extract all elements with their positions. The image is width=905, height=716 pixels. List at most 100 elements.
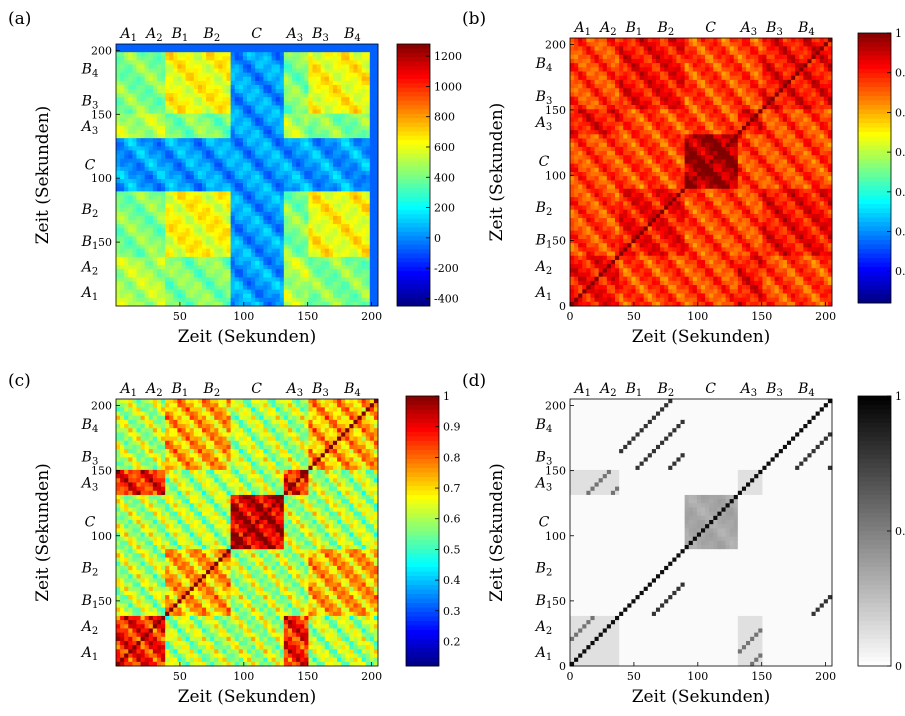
heatmap-cell bbox=[128, 105, 133, 110]
heatmap-cell bbox=[324, 170, 330, 176]
heatmap-cell bbox=[582, 67, 587, 72]
heatmap-cell bbox=[206, 183, 211, 188]
heatmap-cell bbox=[361, 256, 367, 262]
heatmap-cell bbox=[169, 252, 174, 258]
heatmap-cell bbox=[189, 215, 195, 221]
heatmap-cell bbox=[214, 265, 219, 270]
heatmap-cell bbox=[578, 38, 583, 43]
heatmap-cell bbox=[152, 273, 158, 278]
heatmap-cell bbox=[795, 42, 800, 47]
heatmap-cell bbox=[279, 97, 285, 102]
heatmap-cell bbox=[255, 297, 260, 303]
heatmap-cell bbox=[672, 63, 677, 68]
heatmap-cell bbox=[173, 187, 178, 192]
heatmap-cell bbox=[124, 203, 129, 209]
heatmap-cell bbox=[357, 117, 363, 123]
heatmap-cell bbox=[214, 179, 219, 184]
heatmap-cell bbox=[283, 146, 289, 151]
heatmap-cell bbox=[308, 244, 313, 250]
heatmap-cell bbox=[324, 248, 330, 254]
heatmap-cell bbox=[267, 211, 272, 217]
heatmap-cell bbox=[349, 187, 354, 192]
heatmap-cell bbox=[144, 269, 150, 274]
heatmap-cell bbox=[197, 150, 203, 155]
colorbar-step bbox=[397, 96, 430, 102]
heatmap-cell bbox=[807, 50, 812, 56]
heatmap-cell bbox=[324, 207, 330, 213]
heatmap-cell bbox=[263, 166, 268, 172]
heatmap-cell bbox=[578, 84, 583, 89]
heatmap-cell bbox=[169, 236, 174, 241]
heatmap-cell bbox=[365, 215, 371, 221]
heatmap-cell bbox=[238, 129, 244, 135]
heatmap-cell bbox=[181, 232, 186, 237]
heatmap-cell bbox=[345, 117, 350, 123]
heatmap-cell bbox=[152, 166, 158, 172]
heatmap-cell bbox=[152, 142, 158, 147]
heatmap-cell bbox=[341, 101, 346, 106]
heatmap-cell bbox=[185, 134, 191, 139]
heatmap-cell bbox=[623, 88, 628, 93]
heatmap-cell bbox=[222, 105, 227, 110]
heatmap-cell bbox=[132, 146, 137, 151]
heatmap-cell bbox=[255, 72, 260, 78]
heatmap-cell bbox=[238, 97, 244, 102]
heatmap-cell bbox=[373, 195, 379, 200]
heatmap-cell bbox=[746, 54, 751, 60]
heatmap-cell bbox=[259, 80, 264, 86]
heatmap-cell bbox=[733, 67, 739, 72]
heatmap-cell bbox=[635, 75, 640, 81]
heatmap-cell bbox=[287, 187, 293, 192]
heatmap-cell bbox=[218, 273, 223, 278]
heatmap-cell bbox=[283, 170, 289, 176]
heatmap-cell bbox=[304, 248, 309, 254]
heatmap-cell bbox=[328, 117, 334, 123]
heatmap-cell bbox=[197, 248, 203, 254]
heatmap-cell bbox=[263, 64, 268, 69]
heatmap-cell bbox=[259, 256, 264, 262]
heatmap-cell bbox=[185, 220, 191, 225]
heatmap-cell bbox=[283, 277, 289, 282]
heatmap-cell bbox=[332, 240, 338, 245]
heatmap-cell bbox=[676, 63, 681, 68]
heatmap-cell bbox=[300, 72, 305, 78]
heatmap-cell bbox=[263, 220, 268, 225]
heatmap-cell bbox=[365, 93, 371, 98]
heatmap-cell bbox=[324, 64, 330, 69]
heatmap-cell bbox=[128, 215, 133, 221]
colorbar-step bbox=[397, 266, 430, 272]
heatmap-cell bbox=[296, 76, 301, 82]
heatmap-cell bbox=[271, 289, 277, 295]
heatmap-cell bbox=[692, 79, 698, 85]
heatmap-cell bbox=[201, 256, 207, 262]
heatmap-cell bbox=[312, 166, 317, 172]
heatmap-cell bbox=[725, 58, 731, 64]
heatmap-cell bbox=[156, 93, 162, 98]
heatmap-cell bbox=[320, 113, 326, 119]
heatmap-cell bbox=[324, 220, 330, 225]
heatmap-cell bbox=[177, 191, 182, 196]
heatmap-cell bbox=[263, 68, 268, 74]
heatmap-cell bbox=[312, 154, 317, 160]
heatmap-cell bbox=[247, 142, 252, 147]
heatmap-cell bbox=[230, 179, 236, 184]
heatmap-cell bbox=[267, 101, 272, 106]
heatmap-cell bbox=[332, 52, 338, 57]
heatmap-cell bbox=[373, 175, 379, 180]
heatmap-cell bbox=[177, 117, 182, 123]
heatmap-cell bbox=[120, 260, 125, 266]
heatmap-cell bbox=[197, 215, 203, 221]
heatmap-cell bbox=[786, 79, 792, 85]
heatmap-cell bbox=[328, 142, 334, 147]
heatmap-cell bbox=[292, 72, 297, 78]
heatmap-cell bbox=[672, 46, 677, 51]
heatmap-cell bbox=[304, 179, 309, 184]
heatmap-cell bbox=[296, 301, 301, 307]
heatmap-cell bbox=[124, 84, 129, 90]
heatmap-cell bbox=[701, 75, 706, 81]
heatmap-cell bbox=[255, 199, 260, 205]
heatmap-cell bbox=[324, 72, 330, 78]
heatmap-cell bbox=[132, 179, 137, 184]
heatmap-cell bbox=[320, 129, 326, 135]
heatmap-cell bbox=[275, 109, 281, 114]
